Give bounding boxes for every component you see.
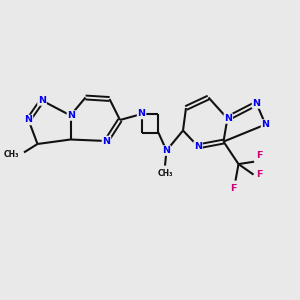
Text: N: N	[194, 142, 202, 151]
Text: N: N	[253, 99, 260, 108]
Text: N: N	[262, 120, 269, 129]
Text: N: N	[103, 136, 110, 146]
Text: N: N	[138, 110, 146, 118]
Text: CH₃: CH₃	[157, 169, 173, 178]
Text: F: F	[256, 151, 263, 160]
Text: N: N	[68, 111, 75, 120]
Text: N: N	[224, 114, 232, 123]
Text: CH₃: CH₃	[4, 150, 20, 159]
Text: N: N	[163, 146, 170, 155]
Text: N: N	[38, 96, 46, 105]
Text: F: F	[230, 184, 237, 193]
Text: N: N	[25, 116, 32, 124]
Text: F: F	[256, 170, 262, 179]
